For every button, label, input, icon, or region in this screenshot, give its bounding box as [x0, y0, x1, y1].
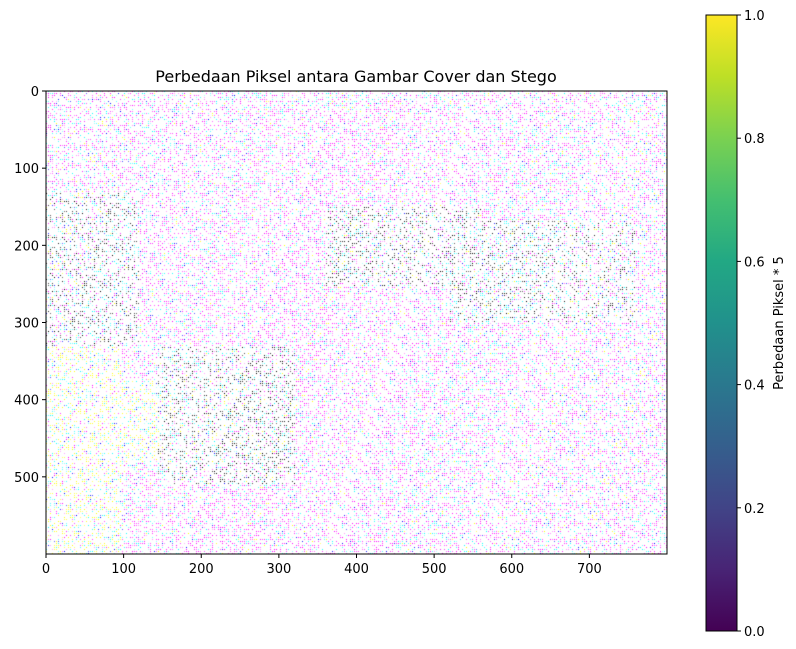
colorbar-tick-label: 0.4 — [744, 379, 765, 394]
chart-title: Perbedaan Piksel antara Gambar Cover dan… — [155, 67, 556, 86]
x-tick-label: 500 — [422, 562, 447, 577]
pixel-noise — [46, 91, 667, 554]
y-tick-label: 200 — [14, 239, 39, 254]
x-tick-label: 600 — [499, 562, 524, 577]
colorbar-label: Perbedaan Piksel * 5 — [772, 256, 787, 390]
x-tick-label: 100 — [111, 562, 136, 577]
x-tick-label: 200 — [189, 562, 214, 577]
x-tick-label: 0 — [42, 562, 50, 577]
y-tick-label: 400 — [14, 394, 39, 409]
colorbar-gradient — [706, 15, 737, 631]
colorbar-tick-label: 1.0 — [744, 9, 765, 24]
x-tick-label: 700 — [577, 562, 602, 577]
y-tick-label: 300 — [14, 317, 39, 332]
x-tick-label: 300 — [266, 562, 291, 577]
colorbar-frame — [705, 14, 738, 632]
noise-texture — [46, 91, 667, 554]
y-axis: 0 100 200 300 400 500 — [14, 85, 46, 486]
x-tick-label: 400 — [344, 562, 369, 577]
x-axis: 0 100 200 300 400 500 600 700 — [42, 554, 602, 577]
colorbar-tick-label: 0.2 — [744, 502, 765, 517]
y-tick-label: 500 — [14, 471, 39, 486]
colorbar-tick-label: 0.6 — [744, 255, 765, 270]
colorbar: 0.0 0.2 0.4 0.6 0.8 1.0 Perbedaan Piksel * 5 — [705, 9, 787, 640]
colorbar-tick-label: 0.0 — [744, 625, 765, 640]
difference-image — [46, 91, 667, 554]
colorbar-tick-label: 0.8 — [744, 132, 765, 147]
y-tick-label: 0 — [31, 85, 39, 100]
y-tick-label: 100 — [14, 162, 39, 177]
